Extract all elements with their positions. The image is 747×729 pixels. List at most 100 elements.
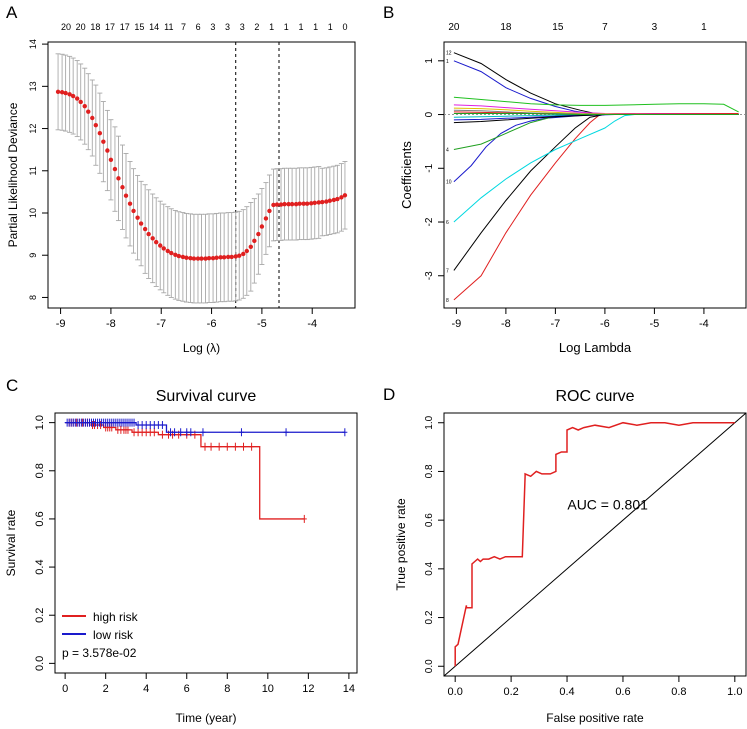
deviance-point [342, 193, 348, 198]
deviance-point [105, 148, 110, 153]
top-axis-label: 2 [254, 22, 259, 32]
coef-path-1 [453, 60, 739, 115]
deviance-point [161, 246, 166, 251]
deviance-point [259, 224, 265, 229]
top-axis-label: 20 [448, 22, 460, 33]
top-axis-label: 20 [76, 22, 86, 32]
deviance-point [229, 254, 234, 260]
panel-label-b: B [383, 3, 394, 22]
deviance-point [142, 226, 148, 232]
deviance-point [108, 157, 114, 162]
deviance-point [304, 201, 310, 206]
coef-label: 7 [446, 268, 449, 274]
x-tick-label: -4 [699, 318, 709, 330]
panel-label-c: C [6, 376, 18, 395]
y-tick-label: 12 [28, 124, 38, 134]
deviance-point [274, 202, 280, 207]
top-axis-label: 11 [164, 22, 173, 32]
x-tick-label: -4 [307, 318, 317, 330]
deviance-point [331, 197, 337, 203]
top-axis-label: 0 [342, 22, 347, 32]
deviance-point [165, 248, 170, 254]
deviance-point [97, 131, 103, 136]
top-axis-label: 18 [90, 22, 100, 32]
deviance-point [339, 195, 344, 200]
deviance-point [286, 201, 291, 207]
top-axis-label: 6 [196, 22, 201, 32]
y-tick-label: 0.2 [424, 610, 435, 624]
x-axis-label: Log Lambda [559, 340, 632, 355]
deviance-point [112, 166, 118, 172]
deviance-point [206, 255, 212, 261]
deviance-point [135, 215, 140, 220]
deviance-point [203, 256, 208, 261]
deviance-point [138, 221, 144, 226]
coef-label: 12 [446, 51, 452, 57]
x-tick-label: 14 [343, 683, 355, 695]
x-tick-label: -6 [600, 318, 610, 330]
top-axis-label: 1 [284, 22, 289, 32]
deviance-point [241, 251, 246, 257]
survival-curve-high-risk [65, 421, 305, 520]
y-tick-label: 13 [28, 81, 38, 91]
deviance-point [184, 255, 189, 260]
deviance-point [82, 103, 87, 109]
top-axis-label: 3 [210, 22, 215, 32]
deviance-point [55, 89, 61, 95]
deviance-point [127, 201, 133, 206]
deviance-point [123, 193, 129, 198]
deviance-point [173, 252, 178, 257]
x-tick-label: 0 [62, 683, 68, 695]
x-tick-label: 0.8 [671, 686, 686, 698]
legend-label: high risk [93, 610, 139, 624]
x-axis-label: False positive rate [546, 711, 644, 725]
deviance-point [199, 256, 204, 261]
deviance-point [67, 92, 72, 97]
y-tick-label: 0.6 [424, 513, 435, 527]
deviance-point [225, 254, 231, 260]
deviance-point [316, 200, 321, 205]
x-tick-label: -5 [257, 318, 267, 330]
y-axis-label: Coefficients [399, 141, 414, 209]
y-tick-label: 14 [28, 39, 38, 49]
coef-path-6 [453, 114, 739, 223]
top-axis-label: 1 [269, 22, 274, 32]
coef-label: 1 [446, 59, 449, 65]
x-tick-label: -8 [106, 318, 116, 330]
auc-annotation: AUC = 0.801 [567, 497, 648, 513]
deviance-point [63, 90, 68, 96]
deviance-point [248, 244, 254, 249]
y-axis-label: Survival rate [4, 509, 18, 576]
deviance-point [278, 202, 284, 207]
deviance-point [301, 201, 306, 206]
deviance-point [101, 139, 106, 144]
top-axis-label: 3 [240, 22, 245, 32]
deviance-point [169, 250, 174, 256]
top-axis-label: 7 [602, 22, 608, 33]
panel-label-d: D [383, 385, 395, 404]
x-tick-label: -7 [551, 318, 561, 330]
deviance-point [150, 236, 155, 241]
x-tick-label: 0.2 [503, 686, 518, 698]
y-tick-label: 1.0 [34, 415, 46, 430]
deviance-point [59, 90, 65, 95]
deviance-point [158, 243, 163, 248]
deviance-point [244, 248, 249, 254]
chart-title: Survival curve [156, 388, 257, 405]
deviance-point [312, 200, 317, 206]
deviance-point [252, 238, 257, 244]
y-tick-label: -1 [424, 163, 435, 172]
top-axis-label: 3 [652, 22, 658, 33]
deviance-point [309, 201, 314, 206]
coef-label: 4 [446, 147, 449, 153]
y-tick-label: -2 [424, 217, 435, 226]
deviance-point [116, 176, 121, 181]
x-tick-label: 0.6 [615, 686, 630, 698]
x-tick-label: 8 [224, 683, 230, 695]
plot-frame [443, 412, 747, 677]
y-tick-label: 10 [28, 208, 38, 218]
deviance-point [176, 253, 182, 259]
deviance-point [120, 185, 125, 190]
x-tick-label: -6 [207, 318, 217, 330]
x-tick-label: -9 [56, 318, 66, 330]
